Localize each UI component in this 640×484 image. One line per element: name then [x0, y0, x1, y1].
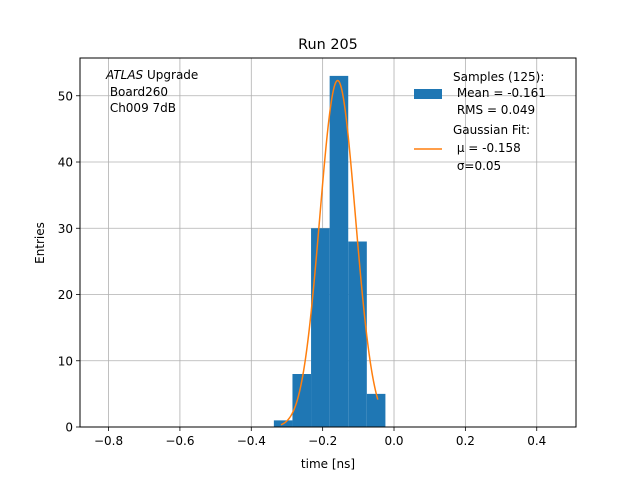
- legend-samples-line-1: Samples (125):: [453, 70, 544, 84]
- y-tick-label: 30: [58, 222, 73, 236]
- histogram-bars: [273, 75, 386, 427]
- annotation-line-1: ATLAS Upgrade: [105, 68, 198, 82]
- legend: Samples (125): Mean = -0.161 RMS = 0.049…: [414, 70, 546, 173]
- y-tick-label: 0: [65, 421, 73, 435]
- legend-fit-mu: μ = -0.158: [453, 141, 521, 155]
- y-tick-label: 40: [58, 156, 73, 170]
- chart-title: Run 205: [298, 37, 358, 53]
- histogram-bar: [292, 374, 312, 427]
- x-tick-label: −0.4: [237, 434, 266, 448]
- legend-samples-mean: Mean = -0.161: [453, 86, 546, 100]
- annotation-upgrade: Upgrade: [143, 68, 198, 82]
- histogram-bar: [311, 228, 330, 427]
- x-axis-ticks: −0.8 −0.6 −0.4 −0.2 0.0 0.2 0.4: [94, 427, 546, 448]
- x-tick-label: −0.2: [308, 434, 337, 448]
- histogram-bar: [366, 393, 386, 427]
- annotation-atlas-italic: ATLAS: [105, 68, 144, 82]
- y-tick-label: 50: [58, 89, 73, 103]
- y-tick-label: 20: [58, 288, 73, 302]
- x-tick-label: 0.4: [527, 434, 546, 448]
- histogram-bar: [348, 241, 367, 427]
- y-axis-label: Entries: [33, 222, 47, 264]
- histogram-bar: [329, 75, 349, 427]
- gaussian-fit: [280, 79, 379, 426]
- x-tick-label: 0.0: [384, 434, 403, 448]
- legend-fit-sigma: σ=0.05: [453, 159, 501, 173]
- plot-frame: [79, 57, 577, 428]
- atlas-annotation: ATLAS Upgrade Board260 Ch009 7dB: [105, 68, 198, 115]
- x-tick-label: −0.6: [165, 434, 194, 448]
- annotation-channel: Ch009 7dB: [106, 101, 176, 115]
- legend-fit-line-1: Gaussian Fit:: [453, 123, 530, 137]
- x-tick-label: 0.2: [456, 434, 475, 448]
- legend-swatch-samples: [414, 89, 442, 99]
- x-axis-label: time [ns]: [301, 457, 355, 471]
- annotation-board: Board260: [106, 85, 168, 99]
- y-tick-label: 10: [58, 354, 73, 368]
- y-axis-ticks: 0 10 20 30 40 50: [58, 89, 80, 435]
- x-tick-label: −0.8: [94, 434, 123, 448]
- legend-samples-rms: RMS = 0.049: [453, 103, 535, 117]
- gaussian-fit-line: [280, 79, 379, 426]
